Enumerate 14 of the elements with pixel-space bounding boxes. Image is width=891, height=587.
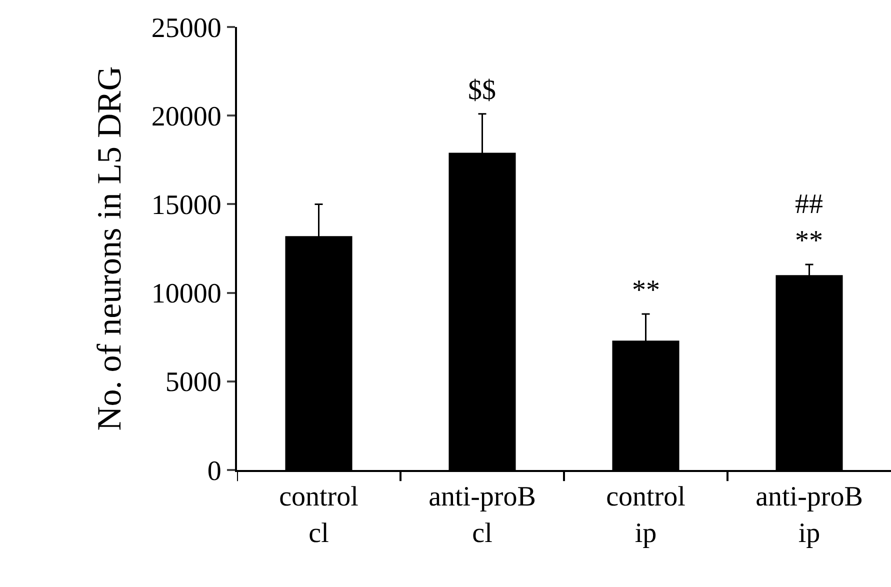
- annotation: ## **: [795, 189, 823, 256]
- x-tick-label: anti-proB ip: [756, 482, 863, 549]
- y-tick-label: 20000: [151, 101, 222, 132]
- y-tick-label: 5000: [165, 367, 222, 398]
- x-tick-label: anti-proB cl: [428, 482, 536, 549]
- y-tick-label: 0: [207, 456, 222, 487]
- x-tick-label: control cl: [279, 482, 359, 549]
- y-tick-label: 15000: [151, 190, 222, 221]
- annotation: **: [632, 275, 660, 306]
- y-axis-title: No. of neurons in L5 DRG: [92, 66, 128, 431]
- x-tick-label: control ip: [606, 482, 686, 549]
- y-tick-label: 10000: [151, 278, 222, 310]
- annotation: $$: [468, 75, 496, 106]
- y-tick-label: 25000: [151, 12, 222, 44]
